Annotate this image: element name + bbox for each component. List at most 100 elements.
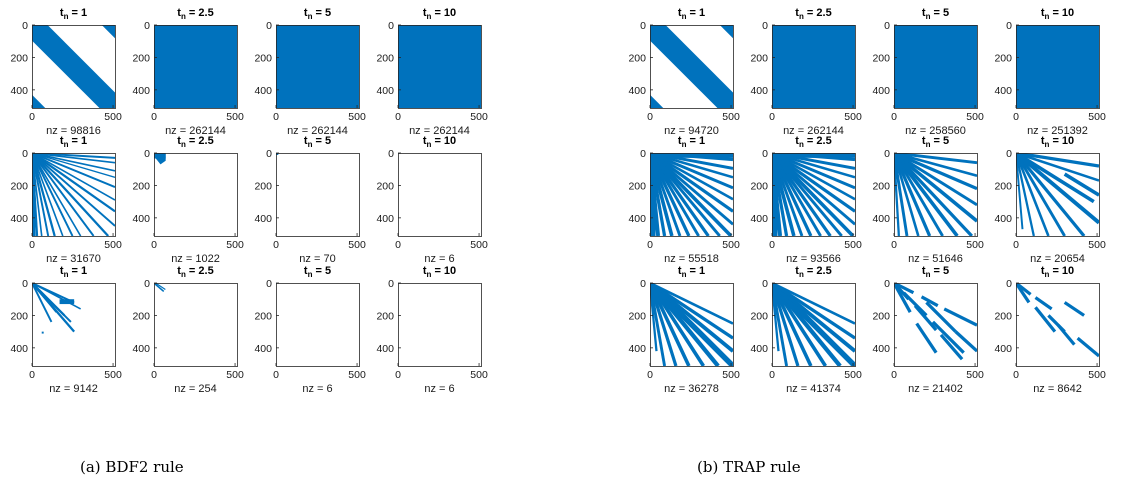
- nonzero-region: [32, 153, 115, 213]
- nonzero-region: [1016, 153, 1099, 182]
- nonzero-region: [650, 153, 733, 201]
- nonzero-region: [1063, 301, 1085, 317]
- x-tick-label: 500: [470, 111, 488, 123]
- y-tick-label: 0: [22, 278, 28, 290]
- nz-count-label: nz = 98816: [46, 125, 101, 137]
- y-tick-label: 200: [872, 310, 890, 322]
- nonzero-region: [32, 153, 115, 164]
- y-tick-label: 0: [266, 20, 272, 32]
- axes-box: [894, 153, 978, 237]
- nz-count-label: nz = 262144: [409, 125, 470, 137]
- sparsity-pattern: [276, 153, 279, 155]
- spy-subplot: tn = 10 0 200 400 0 500 nz = 8642: [994, 265, 1105, 395]
- y-tick-label: 200: [628, 52, 646, 64]
- nonzero-region: [894, 153, 977, 207]
- y-tick-label: 0: [144, 148, 150, 160]
- y-tick-label: 400: [376, 85, 394, 97]
- x-tick-label: 500: [470, 239, 488, 251]
- nonzero-region: [1016, 153, 1035, 236]
- nonzero-region: [894, 153, 959, 236]
- nonzero-region: [772, 153, 855, 213]
- subplot-title: tn = 5: [922, 135, 949, 149]
- x-tick-label: 500: [104, 369, 122, 381]
- y-tick-label: 200: [750, 52, 768, 64]
- x-tick-label: 500: [104, 111, 122, 123]
- nonzero-region: [902, 291, 928, 317]
- sparsity-pattern: [154, 283, 166, 293]
- y-tick-label: 200: [628, 180, 646, 192]
- nonzero-region: [772, 153, 855, 190]
- y-tick-label: 400: [994, 85, 1012, 97]
- axes-box: [894, 25, 978, 109]
- nonzero-region: [772, 283, 855, 353]
- nonzero-region: [1016, 153, 1086, 236]
- x-tick-label: 500: [966, 369, 984, 381]
- y-tick-label: 200: [10, 180, 28, 192]
- nonzero-region: [894, 283, 912, 313]
- y-tick-label: 200: [376, 180, 394, 192]
- sparsity-pattern: [650, 283, 733, 366]
- x-tick-label: 500: [470, 369, 488, 381]
- x-tick-label: 0: [647, 369, 653, 381]
- nonzero-region: [772, 283, 827, 366]
- nonzero-region: [32, 25, 115, 108]
- x-tick-label: 0: [29, 239, 35, 251]
- nonzero-region: [276, 25, 359, 108]
- nonzero-region: [772, 153, 855, 158]
- y-tick-label: 0: [22, 148, 28, 160]
- nz-count-label: nz = 93566: [786, 253, 841, 265]
- nz-count-label: nz = 262144: [165, 125, 226, 137]
- axes-box: [650, 25, 734, 109]
- nz-count-label: nz = 8642: [1033, 383, 1082, 395]
- spy-subplot: tn = 10 0 200 400 0 500 nz = 6: [376, 265, 487, 395]
- subplot-title: tn = 5: [304, 265, 331, 279]
- y-tick-label: 200: [872, 180, 890, 192]
- sparsity-pattern: [1016, 25, 1099, 108]
- nonzero-region: [719, 25, 733, 39]
- subplot-title: tn = 10: [1041, 7, 1074, 21]
- x-tick-label: 500: [966, 239, 984, 251]
- nz-count-label: nz = 262144: [783, 125, 844, 137]
- subplot-title: tn = 2.5: [177, 135, 213, 149]
- axes-box: [154, 153, 238, 237]
- y-tick-label: 200: [376, 310, 394, 322]
- subplot-title: tn = 2.5: [795, 265, 831, 279]
- x-tick-label: 500: [722, 111, 740, 123]
- y-tick-label: 400: [132, 213, 150, 225]
- nonzero-region: [1063, 172, 1099, 197]
- nonzero-region: [32, 94, 46, 108]
- nonzero-region: [276, 153, 279, 155]
- y-tick-label: 400: [994, 213, 1012, 225]
- y-tick-label: 0: [640, 278, 646, 290]
- nz-count-label: nz = 6: [424, 383, 454, 395]
- y-tick-label: 0: [762, 148, 768, 160]
- nonzero-region: [32, 153, 115, 201]
- nonzero-region: [939, 333, 964, 361]
- y-tick-label: 0: [884, 20, 890, 32]
- x-tick-label: 500: [104, 239, 122, 251]
- y-tick-label: 200: [10, 52, 28, 64]
- y-tick-label: 400: [628, 343, 646, 355]
- subplot-title: tn = 2.5: [177, 265, 213, 279]
- sparsity-pattern: [772, 153, 855, 236]
- nonzero-region: [32, 153, 110, 236]
- nonzero-region: [925, 301, 957, 333]
- subplot-title: tn = 5: [304, 135, 331, 149]
- sparsity-pattern: [772, 25, 855, 108]
- y-tick-label: 0: [22, 20, 28, 32]
- nonzero-region: [650, 283, 705, 366]
- x-tick-label: 0: [273, 369, 279, 381]
- y-tick-label: 0: [762, 278, 768, 290]
- nonzero-region: [1034, 306, 1057, 333]
- nonzero-region: [32, 153, 115, 178]
- y-tick-label: 200: [994, 52, 1012, 64]
- x-tick-label: 0: [647, 111, 653, 123]
